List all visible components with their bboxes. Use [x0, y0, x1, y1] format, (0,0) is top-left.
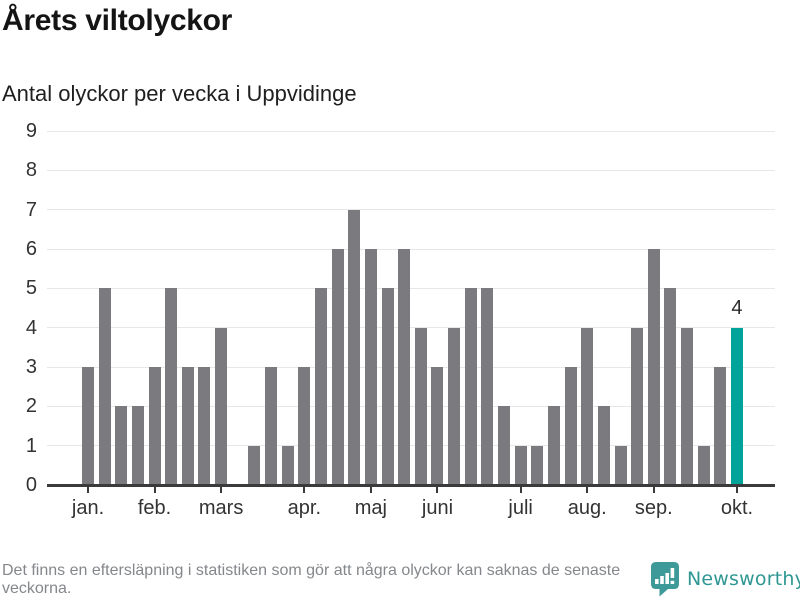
newsworthy-icon: [651, 562, 679, 597]
bar-week-34: [631, 327, 644, 485]
bar-week-18: [364, 249, 377, 485]
month-tick-apr: [303, 487, 306, 493]
bar-week-9: [215, 327, 228, 485]
gridline-y5: [47, 287, 775, 289]
bar-week-20: [398, 249, 411, 485]
month-tick-okt: [735, 487, 738, 493]
bar-week-33: [614, 445, 627, 485]
month-label-aug: aug.: [567, 497, 607, 519]
month-label-apr: apr.: [287, 497, 321, 519]
y-tick-label-3: 3: [25, 356, 37, 378]
bar-week-39: [714, 367, 727, 485]
month-tick-jan: [87, 487, 89, 493]
month-tick-maj: [369, 487, 372, 493]
footnote-text: Det finns en eftersläpning i statistiken…: [2, 562, 621, 597]
month-tick-juli: [519, 487, 522, 493]
gridline-y6: [47, 248, 775, 250]
gridline-y1: [47, 445, 775, 447]
bar-week-6: [165, 288, 178, 485]
month-label-sep: sep.: [634, 497, 673, 519]
bar-week-17: [348, 209, 361, 485]
bar-week-8: [198, 367, 211, 485]
bar-week-16: [331, 249, 344, 485]
bar-week-15: [314, 288, 327, 485]
gridline-y9: [47, 130, 775, 132]
newsworthy-logo: Newsworthy: [650, 561, 800, 597]
gridline-y8: [47, 169, 775, 171]
bar-week-1: [82, 367, 94, 485]
x-axis-line: [47, 484, 775, 487]
y-tick-label-0: 0: [25, 474, 37, 496]
highlight-bar-week-40: [730, 327, 743, 485]
gridline-y2: [47, 405, 775, 407]
bar-week-22: [431, 367, 444, 485]
chart-subtitle: Antal olyckor per vecka i Uppvidinge: [2, 81, 357, 106]
month-tick-aug: [586, 487, 589, 493]
y-tick-label-1: 1: [25, 434, 37, 457]
y-tick-label-2: 2: [25, 395, 37, 418]
y-tick-label-9: 9: [25, 120, 37, 142]
bar-week-21: [414, 327, 427, 485]
bar-week-4: [131, 406, 144, 485]
y-tick-label-8: 8: [25, 159, 37, 182]
bar-week-7: [181, 367, 194, 485]
chart-title: Årets viltolyckor: [2, 4, 232, 37]
bar-week-38: [697, 445, 710, 485]
y-tick-label-6: 6: [25, 238, 37, 260]
month-label-feb: feb.: [137, 497, 172, 519]
month-label-jan: jan.: [71, 497, 105, 519]
bar-week-24: [464, 288, 477, 485]
bar-week-37: [681, 327, 694, 485]
bar-week-36: [664, 288, 677, 485]
gridline-y7: [47, 209, 775, 211]
newsworthy-wordmark: Newsworthy: [687, 568, 800, 590]
y-tick-label-5: 5: [25, 277, 37, 300]
month-label-mars: mars: [198, 497, 244, 519]
bar-week-12: [265, 367, 278, 485]
bar-week-35: [647, 249, 660, 485]
bar-week-19: [381, 288, 394, 485]
bar-week-13: [281, 445, 294, 485]
bar-week-2: [98, 288, 111, 485]
y-tick-label-7: 7: [25, 198, 37, 221]
gridline-y3: [47, 366, 775, 368]
month-label-okt: okt.: [720, 497, 754, 519]
gridline-y4: [47, 327, 775, 329]
month-tick-sep: [652, 487, 655, 493]
month-label-juli: juli: [508, 497, 533, 519]
bar-week-11: [248, 445, 261, 485]
bar-week-14: [298, 367, 311, 485]
bar-value-annotation: 4: [731, 296, 743, 319]
y-tick-label-4: 4: [25, 316, 37, 339]
bar-week-31: [581, 327, 594, 485]
month-tick-juni: [436, 487, 439, 493]
bar-week-32: [597, 406, 610, 485]
bar-week-26: [498, 406, 511, 485]
bar-week-29: [547, 406, 560, 485]
bar-week-23: [448, 327, 461, 485]
bar-week-30: [564, 367, 577, 485]
bar-week-27: [514, 445, 527, 485]
month-label-juni: juni: [421, 497, 454, 519]
month-tick-mars: [220, 487, 223, 493]
bar-week-25: [481, 288, 494, 485]
month-label-maj: maj: [354, 497, 387, 519]
month-tick-feb: [153, 487, 156, 493]
bar-week-3: [115, 406, 128, 485]
bar-week-28: [531, 445, 544, 485]
bar-week-5: [148, 367, 161, 485]
